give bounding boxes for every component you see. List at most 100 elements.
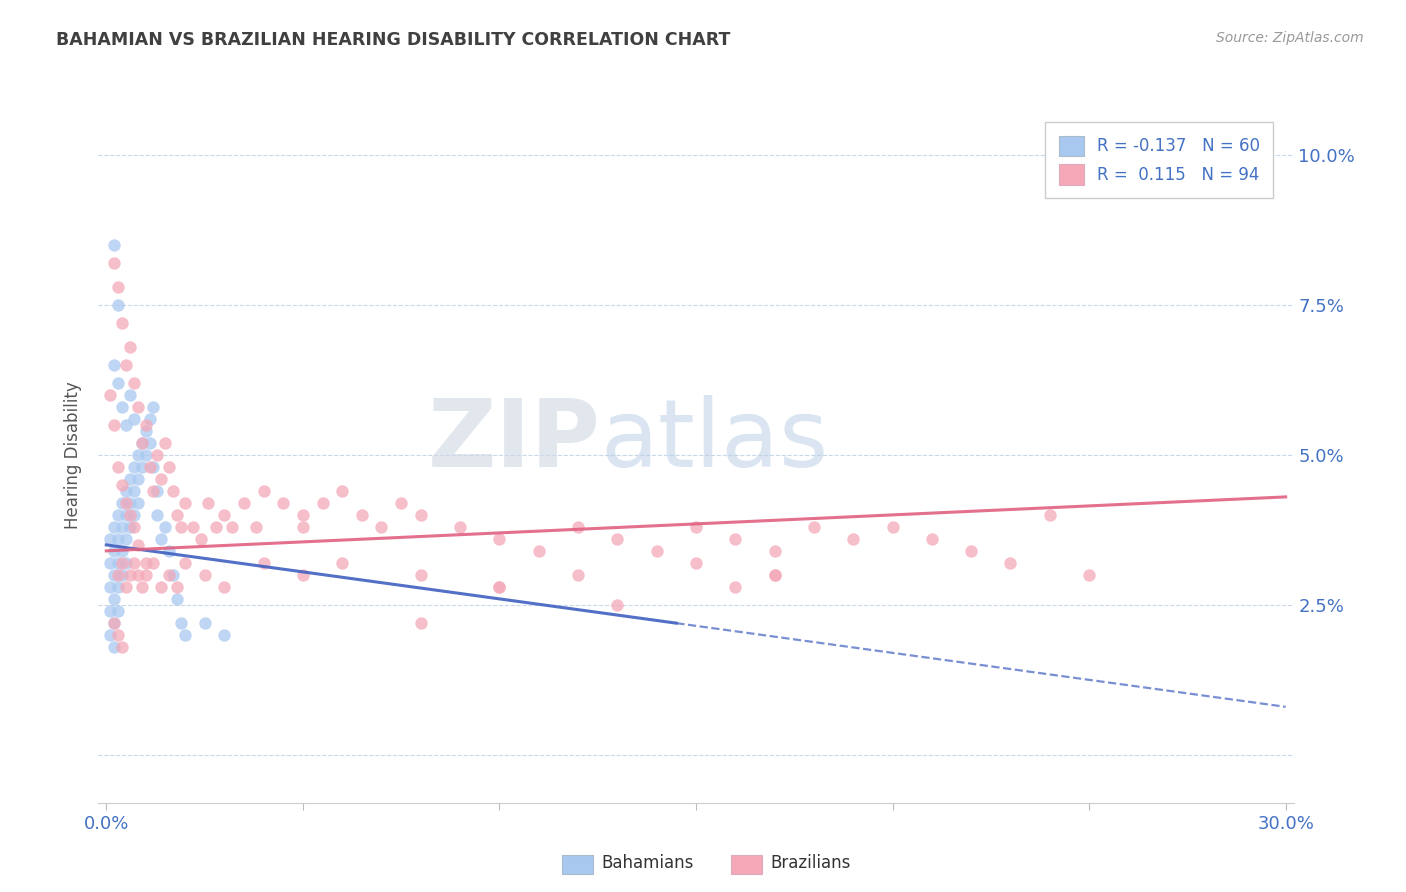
Point xyxy=(157,459,180,474)
Point xyxy=(389,496,412,510)
Point xyxy=(409,508,432,522)
Point xyxy=(155,436,177,450)
Point xyxy=(212,628,235,642)
Point xyxy=(197,496,219,510)
Point xyxy=(221,520,243,534)
Point xyxy=(174,496,197,510)
Point xyxy=(107,280,129,294)
Point xyxy=(111,544,134,558)
Point xyxy=(118,472,141,486)
Point xyxy=(291,508,314,522)
Point xyxy=(103,567,125,582)
Point xyxy=(488,532,510,546)
Point xyxy=(606,532,628,546)
Point xyxy=(98,604,121,618)
Point xyxy=(107,556,129,570)
Point xyxy=(122,508,145,522)
Point xyxy=(449,520,471,534)
Point xyxy=(882,520,904,534)
Point xyxy=(127,448,149,462)
Point xyxy=(103,544,125,558)
Point xyxy=(527,544,550,558)
Point xyxy=(103,591,125,606)
Point xyxy=(193,567,215,582)
Point xyxy=(107,604,129,618)
Point xyxy=(960,544,983,558)
Point xyxy=(131,580,153,594)
Point xyxy=(107,580,129,594)
Point xyxy=(181,520,204,534)
Point xyxy=(98,388,121,402)
Point xyxy=(107,508,129,522)
Point xyxy=(409,615,432,630)
Point xyxy=(103,615,125,630)
Point xyxy=(606,598,628,612)
Point xyxy=(115,532,138,546)
Point xyxy=(118,567,141,582)
Point xyxy=(146,448,169,462)
Point xyxy=(122,412,145,426)
Point xyxy=(118,340,141,354)
Point xyxy=(155,520,177,534)
Point xyxy=(127,538,149,552)
Point xyxy=(157,567,180,582)
Point xyxy=(350,508,373,522)
Point xyxy=(118,508,141,522)
Point xyxy=(1000,556,1022,570)
Point xyxy=(162,483,184,498)
Point xyxy=(103,358,125,372)
Point xyxy=(146,483,169,498)
Point xyxy=(98,580,121,594)
Point xyxy=(212,580,235,594)
Point xyxy=(115,483,138,498)
Point xyxy=(488,580,510,594)
Point xyxy=(193,615,215,630)
Point xyxy=(685,556,707,570)
Point xyxy=(131,459,153,474)
Text: atlas: atlas xyxy=(600,395,828,487)
Point xyxy=(115,508,138,522)
Point xyxy=(162,567,184,582)
Point xyxy=(111,316,134,330)
Point xyxy=(103,520,125,534)
Point xyxy=(107,628,129,642)
Point xyxy=(131,436,153,450)
Point xyxy=(645,544,668,558)
Point xyxy=(763,567,786,582)
Point xyxy=(135,556,157,570)
Point xyxy=(111,520,134,534)
Point xyxy=(685,520,707,534)
Point xyxy=(135,567,157,582)
Point xyxy=(111,400,134,414)
Point xyxy=(111,496,134,510)
Point xyxy=(150,580,173,594)
Point xyxy=(135,448,157,462)
Point xyxy=(150,532,173,546)
Point xyxy=(115,496,138,510)
Text: BAHAMIAN VS BRAZILIAN HEARING DISABILITY CORRELATION CHART: BAHAMIAN VS BRAZILIAN HEARING DISABILITY… xyxy=(56,31,731,49)
Point xyxy=(103,640,125,654)
Point xyxy=(142,483,165,498)
Point xyxy=(330,483,353,498)
Point xyxy=(115,580,138,594)
Text: ZIP: ZIP xyxy=(427,395,600,487)
Point xyxy=(1039,508,1062,522)
Point xyxy=(122,376,145,390)
Point xyxy=(157,544,180,558)
Point xyxy=(127,567,149,582)
Point xyxy=(127,400,149,414)
Point xyxy=(150,472,173,486)
Point xyxy=(135,417,157,432)
Point xyxy=(488,580,510,594)
Point xyxy=(174,628,197,642)
Point xyxy=(170,520,193,534)
Point xyxy=(122,556,145,570)
Point xyxy=(103,615,125,630)
Point xyxy=(166,580,188,594)
Point xyxy=(107,298,129,312)
Point xyxy=(252,483,274,498)
Point xyxy=(127,472,149,486)
Point xyxy=(122,483,145,498)
Point xyxy=(107,567,129,582)
Point xyxy=(138,459,160,474)
